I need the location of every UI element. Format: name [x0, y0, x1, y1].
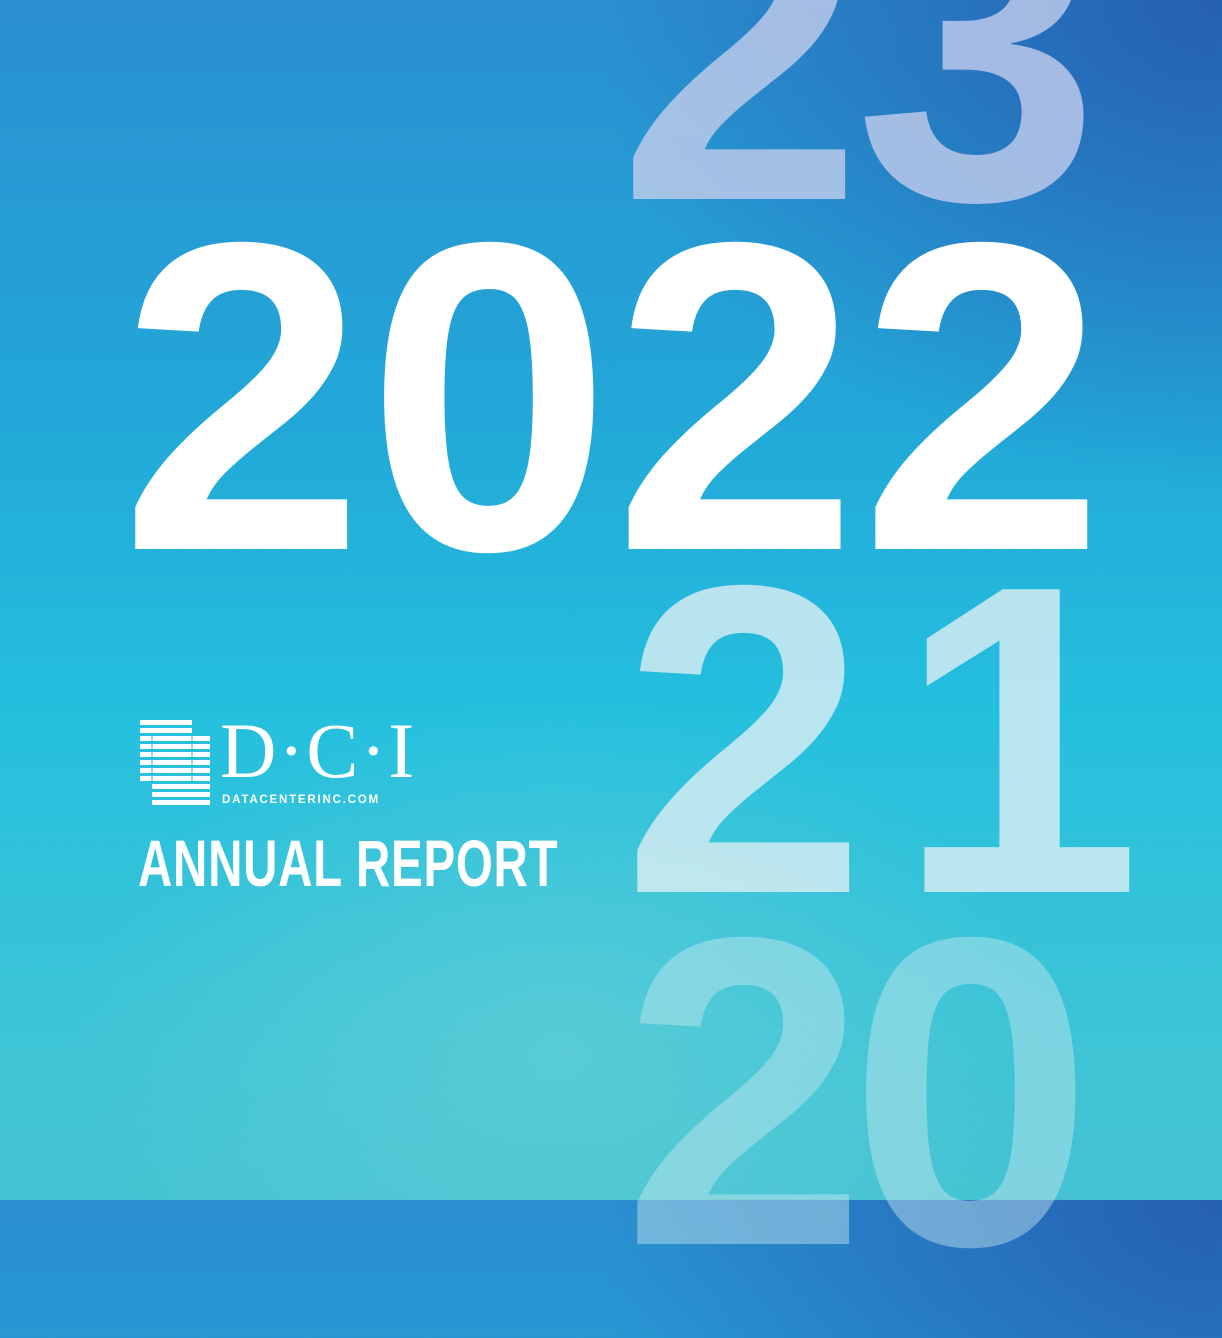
- year-20-faded: 20: [622, 847, 1093, 1338]
- year-23-faded: 23: [618, 0, 1099, 293]
- year-2022-headline: 2022: [120, 152, 1107, 643]
- annual-report-title: ANNUAL REPORT: [138, 826, 559, 900]
- dci-wordmark: D·C·I: [220, 707, 417, 794]
- website-text: DATACENTERINC.COM: [222, 794, 380, 806]
- year-21-faded: 21: [622, 495, 1172, 986]
- stacked-bars-logo-icon: [140, 720, 210, 805]
